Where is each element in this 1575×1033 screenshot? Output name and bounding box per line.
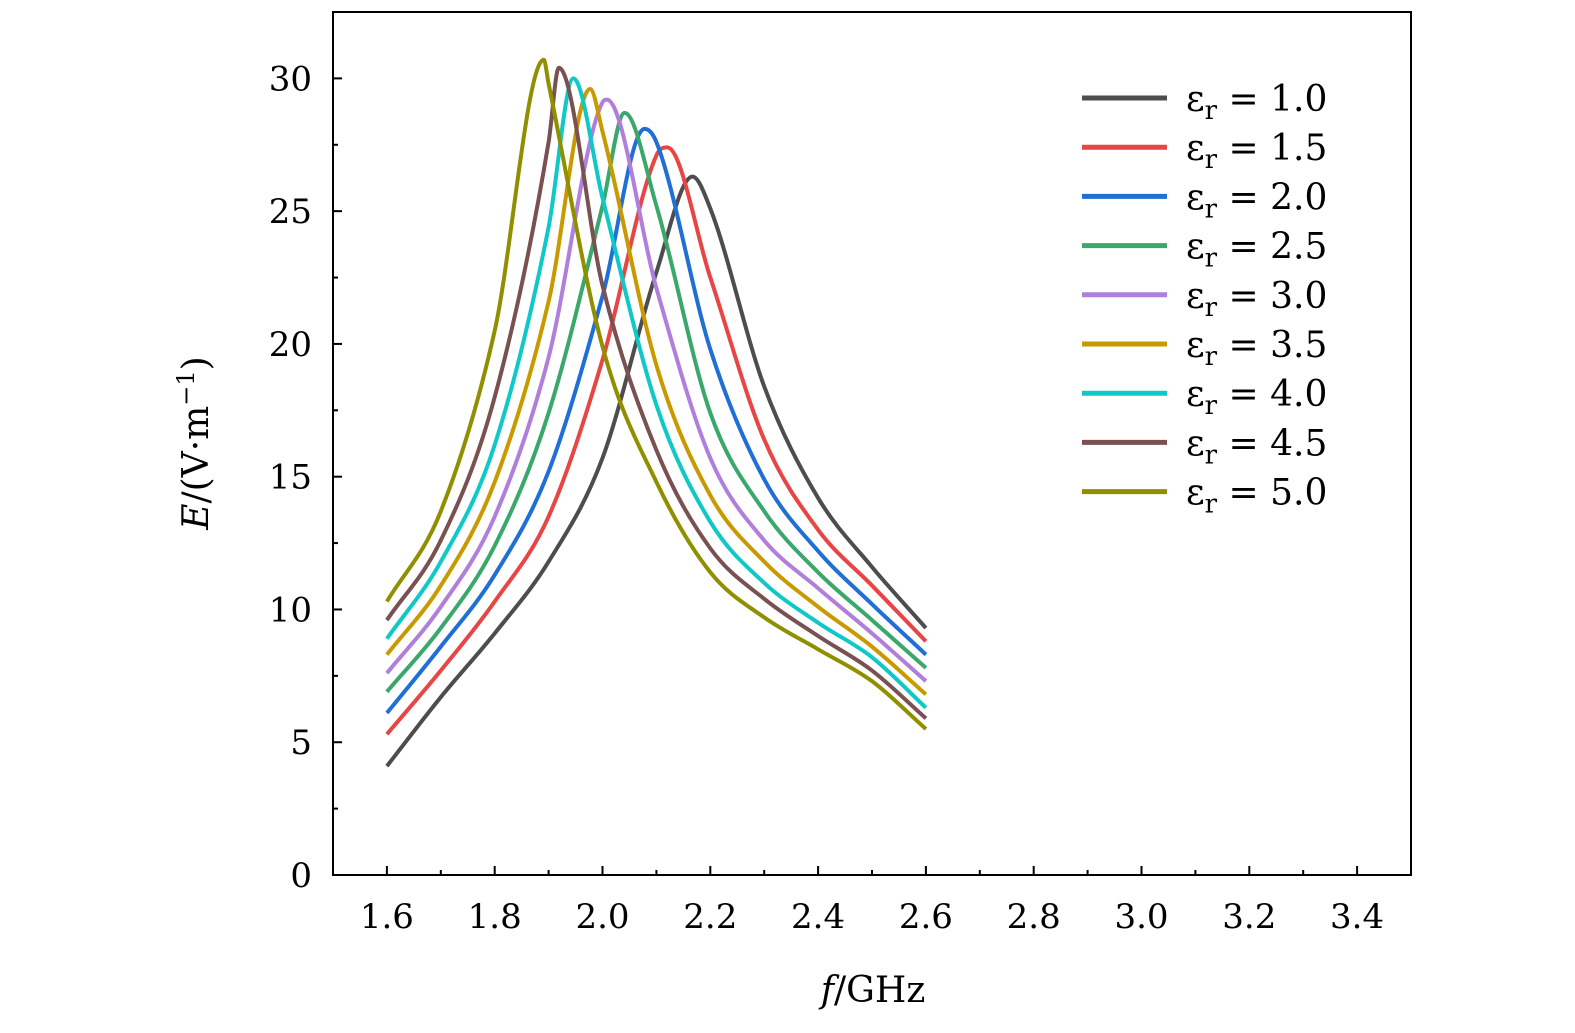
legend-label: εr = 3.0 (1186, 276, 1327, 323)
y-tick-label: 25 (269, 192, 312, 232)
legend-subscript: r (1205, 244, 1218, 274)
series-line-eps-3-5 (385, 87, 928, 696)
legend-symbol: ε (1186, 374, 1205, 415)
x-tick-label: 2.0 (575, 897, 629, 937)
legend-value: 4.5 (1270, 423, 1327, 464)
legend-equals: = (1217, 79, 1270, 120)
x-tick-label: 2.8 (1007, 897, 1061, 937)
legend-subscript: r (1205, 342, 1218, 372)
series-line-eps-4-5 (385, 65, 928, 720)
legend-symbol: ε (1186, 177, 1205, 218)
legend-equals: = (1217, 325, 1270, 366)
legend-item: εr = 5.0 (1082, 473, 1327, 520)
series-line-eps-2-5 (385, 110, 928, 694)
x-tick-label: 3.4 (1330, 897, 1384, 937)
y-axis-var: E (176, 503, 217, 530)
legend-equals: = (1217, 473, 1270, 514)
legend-label: εr = 1.0 (1186, 79, 1327, 126)
x-axis-unit: /GHz (834, 970, 925, 1011)
legend-equals: = (1217, 276, 1270, 317)
legend-item: εr = 4.5 (1082, 423, 1327, 470)
y-axis-unit-exponent: −1 (172, 370, 200, 405)
legend-equals: = (1217, 177, 1270, 218)
legend-symbol: ε (1186, 128, 1205, 169)
x-tick-label: 1.8 (468, 897, 522, 937)
series-line-eps-4-0 (385, 76, 928, 710)
series-line-eps-2-0 (385, 126, 928, 715)
legend-value: 3.5 (1270, 325, 1327, 366)
legend-item: εr = 2.5 (1082, 227, 1327, 274)
y-axis-unit: /(V·m (176, 406, 217, 504)
legend-symbol: ε (1186, 276, 1205, 317)
legend-value: 2.5 (1270, 227, 1327, 268)
x-tick-label: 2.6 (899, 897, 953, 937)
legend-subscript: r (1205, 293, 1218, 323)
y-tick-label: 5 (290, 723, 312, 763)
legend-label: εr = 2.5 (1186, 227, 1327, 274)
y-axis-title: E/(V·m−1) (172, 356, 217, 530)
legend-equals: = (1217, 128, 1270, 169)
legend-item: εr = 3.5 (1082, 325, 1327, 372)
legend-symbol: ε (1186, 473, 1205, 514)
legend-item: εr = 1.0 (1082, 79, 1327, 126)
legend: εr = 1.0εr = 1.5εr = 2.0εr = 2.5εr = 3.0… (1082, 79, 1327, 520)
legend-subscript: r (1205, 145, 1218, 175)
x-tick-label: 3.0 (1114, 897, 1168, 937)
x-tick-label: 2.4 (791, 897, 845, 937)
legend-equals: = (1217, 227, 1270, 268)
legend-equals: = (1217, 374, 1270, 415)
legend-subscript: r (1205, 391, 1218, 421)
legend-item: εr = 3.0 (1082, 276, 1327, 323)
series-line-eps-3-0 (385, 97, 928, 683)
x-tick-label: 3.2 (1222, 897, 1276, 937)
legend-label: εr = 4.0 (1186, 374, 1327, 421)
series-layer (385, 57, 928, 768)
series-line-eps-5-0 (385, 57, 928, 731)
legend-symbol: ε (1186, 79, 1205, 120)
legend-value: 1.5 (1270, 128, 1327, 169)
legend-symbol: ε (1186, 227, 1205, 268)
legend-label: εr = 2.0 (1186, 177, 1327, 224)
y-axis-close: ) (176, 356, 217, 370)
legend-label: εr = 1.5 (1186, 128, 1327, 175)
legend-symbol: ε (1186, 423, 1205, 464)
legend-subscript: r (1205, 490, 1218, 520)
y-tick-label: 10 (269, 590, 312, 630)
y-tick-label: 15 (269, 458, 312, 498)
x-tick-label: 2.2 (683, 897, 737, 937)
y-tick-label: 0 (290, 856, 312, 896)
ticks-layer: 1.6 1.8 2.0 2.2 2.4 2.6 2.8 3.0 3.2 3.4 0 5 10 15 20 25… (269, 11, 1412, 937)
legend-item: εr = 4.0 (1082, 374, 1327, 421)
series-line-eps-1-0 (385, 174, 928, 768)
legend-label: εr = 4.5 (1186, 423, 1327, 470)
legend-subscript: r (1205, 440, 1218, 470)
legend-value: 5.0 (1270, 473, 1327, 514)
x-axis-title: f/GHz (818, 970, 926, 1011)
legend-value: 2.0 (1270, 177, 1327, 218)
legend-label: εr = 5.0 (1186, 473, 1327, 520)
y-tick-label: 30 (269, 59, 312, 99)
legend-value: 1.0 (1270, 79, 1327, 120)
legend-subscript: r (1205, 96, 1218, 126)
legend-value: 3.0 (1270, 276, 1327, 317)
series-line-eps-1-5 (385, 145, 928, 736)
legend-symbol: ε (1186, 325, 1205, 366)
legend-equals: = (1217, 423, 1270, 464)
legend-value: 4.0 (1270, 374, 1327, 415)
legend-item: εr = 2.0 (1082, 177, 1327, 224)
legend-label: εr = 3.5 (1186, 325, 1327, 372)
x-tick-label: 1.6 (360, 897, 414, 937)
legend-subscript: r (1205, 194, 1218, 224)
y-tick-label: 20 (269, 325, 312, 365)
legend-item: εr = 1.5 (1082, 128, 1327, 175)
